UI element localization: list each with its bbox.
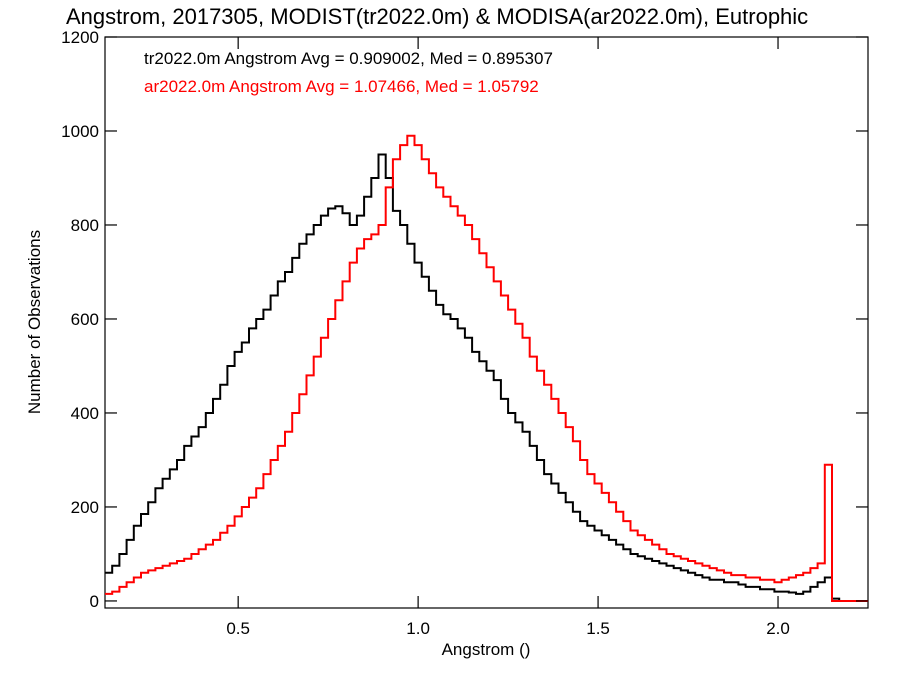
y-tick-label: 400 — [71, 404, 99, 423]
y-tick-label: 0 — [90, 592, 99, 611]
x-axis-label: Angstrom () — [442, 640, 531, 659]
x-axis-ticks: 0.5 1.0 1.5 2.0 — [226, 37, 790, 638]
plot-area — [104, 36, 869, 609]
y-axis-label: Number of Observations — [25, 230, 44, 414]
y-axis-ticks: 0 200 400 600 800 1000 1200 — [61, 28, 868, 611]
y-tick-label: 600 — [71, 310, 99, 329]
y-tick-label: 200 — [71, 498, 99, 517]
plot-frame — [104, 36, 869, 609]
legend-entry-tr: tr2022.0m Angstrom Avg = 0.909002, Med =… — [144, 49, 553, 68]
x-tick-label: 2.0 — [766, 619, 790, 638]
series-line-tr2022-0m — [105, 153, 868, 602]
chart-title: Angstrom, 2017305, MODIST(tr2022.0m) & M… — [66, 4, 808, 29]
y-tick-label: 1200 — [61, 28, 99, 47]
series-line-ar2022-0m — [105, 134, 868, 602]
y-tick-label: 1000 — [61, 122, 99, 141]
series-layer — [105, 134, 868, 602]
x-tick-label: 1.5 — [586, 619, 610, 638]
x-tick-label: 1.0 — [406, 619, 430, 638]
x-tick-label: 0.5 — [226, 619, 250, 638]
y-tick-label: 800 — [71, 216, 99, 235]
legend-entry-ar: ar2022.0m Angstrom Avg = 1.07466, Med = … — [144, 77, 539, 96]
